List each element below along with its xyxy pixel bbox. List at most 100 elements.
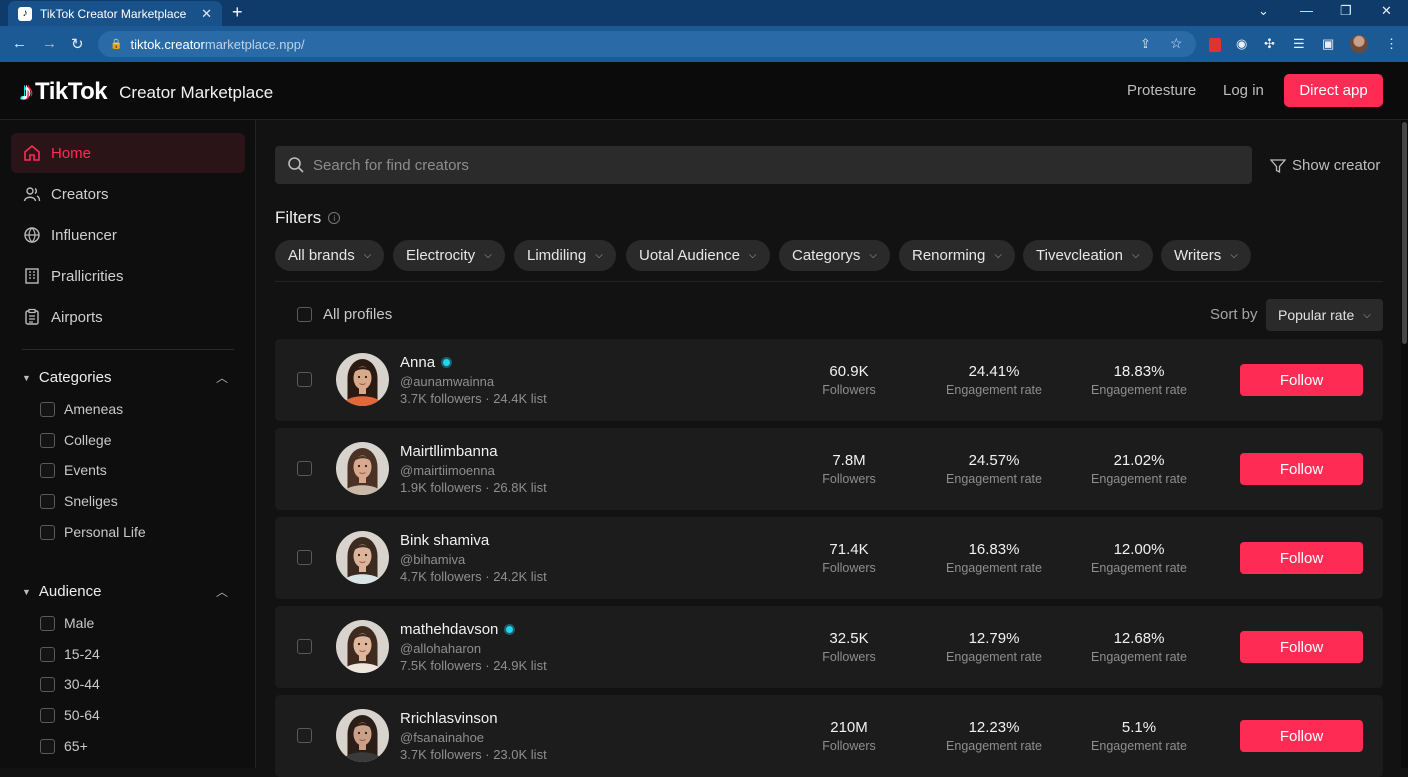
creator-card[interactable]: Anna @aunamwainna 3.7K followers · 24.4K l…	[275, 339, 1383, 421]
header-link-protesture[interactable]: Protesture	[1127, 82, 1197, 99]
creator-card[interactable]: mathehdavson @allohaharon 7.5K followers ·…	[275, 606, 1383, 688]
category-option[interactable]: College	[40, 432, 111, 448]
tab-search-icon[interactable]: ⌄	[1258, 3, 1269, 18]
filter-chip-renorming[interactable]: Renorming ⌵	[899, 240, 1015, 271]
checkbox[interactable]	[40, 524, 55, 540]
creator-avatar[interactable]	[336, 531, 389, 584]
reload-icon[interactable]: ↻	[71, 36, 84, 53]
sidebar-item-creators[interactable]: Creators	[11, 174, 245, 214]
back-icon[interactable]: ←	[12, 35, 27, 52]
sort-dropdown[interactable]: Popular rate ⌵	[1266, 299, 1383, 331]
search-bar[interactable]	[275, 146, 1252, 184]
reading-list-icon[interactable]: ☰	[1293, 36, 1305, 51]
filter-chip-total-audience[interactable]: Uotal Audience ⌵	[626, 240, 770, 271]
info-icon[interactable]: i	[328, 212, 341, 224]
followers-stat: 210M Followers	[774, 719, 924, 753]
creator-name[interactable]: Anna	[400, 354, 453, 371]
checkbox[interactable]	[40, 646, 55, 662]
restore-icon[interactable]: ❐	[1340, 3, 1352, 18]
filter-chip-all-brands[interactable]: All brands ⌵	[275, 240, 385, 271]
tab-close-icon[interactable]: ✕	[201, 5, 212, 21]
checkbox[interactable]	[40, 493, 55, 509]
login-link[interactable]: Log in	[1223, 82, 1264, 99]
creator-name[interactable]: Bink shamiva	[400, 532, 489, 549]
audience-option[interactable]: 15-24	[40, 646, 100, 662]
follow-button[interactable]: Follow	[1240, 631, 1363, 663]
checkbox[interactable]	[40, 707, 55, 723]
checkbox[interactable]	[297, 639, 312, 654]
audience-section-header[interactable]: ▼ Audience ︿	[22, 583, 228, 600]
follow-button[interactable]: Follow	[1240, 720, 1363, 752]
checkbox[interactable]	[297, 461, 312, 476]
creator-avatar[interactable]	[336, 442, 389, 495]
checkbox[interactable]	[40, 401, 55, 417]
extension-red-icon[interactable]	[1209, 38, 1221, 52]
category-option[interactable]: Sneliges	[40, 493, 118, 509]
sidebar-item-home[interactable]: Home	[11, 133, 245, 173]
sidebar-item-prallicrities[interactable]: Prallicrities	[11, 256, 245, 296]
filter-chip-electrocity[interactable]: Electrocity ⌵	[393, 240, 505, 271]
profile-avatar[interactable]	[1350, 35, 1368, 53]
checkbox[interactable]	[297, 307, 312, 322]
extension-globe-icon[interactable]: ◉	[1236, 36, 1248, 51]
creator-name[interactable]: mathehdavson	[400, 621, 516, 638]
creator-card[interactable]: Mairtllimbanna @mairtiimoenna 1.9K followe…	[275, 428, 1383, 510]
checkbox-label: Ameneas	[64, 401, 124, 417]
creator-card[interactable]: Bink shamiva @bihamiva 4.7K followers · 24…	[275, 517, 1383, 599]
share-icon[interactable]: ⇪	[1140, 36, 1151, 51]
audience-option[interactable]: 50-64	[40, 707, 100, 723]
scrollbar-thumb[interactable]	[1402, 122, 1407, 344]
more-menu-icon[interactable]: ⋮	[1385, 36, 1398, 51]
sidebar-item-airports[interactable]: Airports	[11, 297, 245, 337]
show-creator-button[interactable]: Show creator	[1270, 157, 1380, 174]
categories-section-header[interactable]: ▼ Categories ︿	[22, 369, 228, 386]
category-option[interactable]: Ameneas	[40, 401, 123, 417]
close-window-icon[interactable]: ✕	[1381, 3, 1392, 18]
filter-chip-limdiling[interactable]: Limdiling ⌵	[514, 240, 616, 271]
chevron-up-icon[interactable]: ︿	[215, 371, 228, 385]
browser-tab[interactable]: ♪ TikTok Creator Marketplace ✕	[8, 1, 222, 26]
checkbox[interactable]	[40, 615, 55, 631]
checkbox[interactable]	[40, 432, 55, 448]
tiktok-logo[interactable]: ♪ TikTok Creator Marketplace	[20, 76, 273, 107]
category-option[interactable]: Personal Life	[40, 524, 146, 540]
forward-icon[interactable]: →	[42, 35, 57, 52]
creator-card[interactable]: Rrichlasvinson @fsanainahoe 3.7K followers…	[275, 695, 1383, 777]
checkbox[interactable]	[40, 462, 55, 478]
filter-chip-tivevcleation[interactable]: Tivevcleation ⌵	[1023, 240, 1153, 271]
follow-button[interactable]: Follow	[1240, 364, 1363, 396]
address-bar[interactable]: 🔒 tiktok.creator marketplace.npp/ ⇪ ☆	[98, 31, 1196, 57]
follow-button[interactable]: Follow	[1240, 453, 1363, 485]
creator-name[interactable]: Rrichlasvinson	[400, 710, 498, 727]
checkbox[interactable]	[40, 676, 55, 692]
checkbox[interactable]	[297, 372, 312, 387]
category-option[interactable]: Events	[40, 462, 107, 478]
side-panel-icon[interactable]: ▣	[1322, 36, 1335, 51]
audience-option[interactable]: Male	[40, 615, 94, 631]
follow-button[interactable]: Follow	[1240, 542, 1363, 574]
audience-option[interactable]: 30-44	[40, 676, 100, 692]
checkbox[interactable]	[297, 550, 312, 565]
search-input[interactable]	[313, 156, 1213, 174]
select-all-profiles[interactable]: All profiles	[297, 306, 392, 323]
chevron-up-icon[interactable]: ︿	[215, 585, 228, 599]
creator-avatar[interactable]	[336, 709, 389, 762]
sidebar-item-influencer[interactable]: Influencer	[11, 215, 245, 255]
minimize-icon[interactable]: —	[1300, 3, 1313, 18]
checkbox-label: 65+	[64, 738, 88, 754]
direct-app-button[interactable]: Direct app	[1284, 74, 1383, 107]
new-tab-icon[interactable]: +	[232, 2, 243, 22]
creator-name[interactable]: Mairtllimbanna	[400, 443, 498, 460]
stat-value: 18.83%	[1113, 363, 1165, 380]
creator-avatar[interactable]	[336, 353, 389, 406]
engagement-stat: 21.02% Engagement rate	[1064, 452, 1214, 486]
audience-option[interactable]: 65+	[40, 738, 88, 754]
bookmark-star-icon[interactable]: ☆	[1170, 35, 1183, 51]
extensions-puzzle-icon[interactable]: ✣	[1264, 36, 1275, 51]
checkbox[interactable]	[297, 728, 312, 743]
filter-chip-writers[interactable]: Writers ⌵	[1161, 240, 1251, 271]
checkbox[interactable]	[40, 738, 55, 754]
filter-chip-categorys[interactable]: Categorys ⌵	[779, 240, 890, 271]
creator-avatar[interactable]	[336, 620, 389, 673]
page-scrollbar[interactable]	[1401, 120, 1408, 768]
